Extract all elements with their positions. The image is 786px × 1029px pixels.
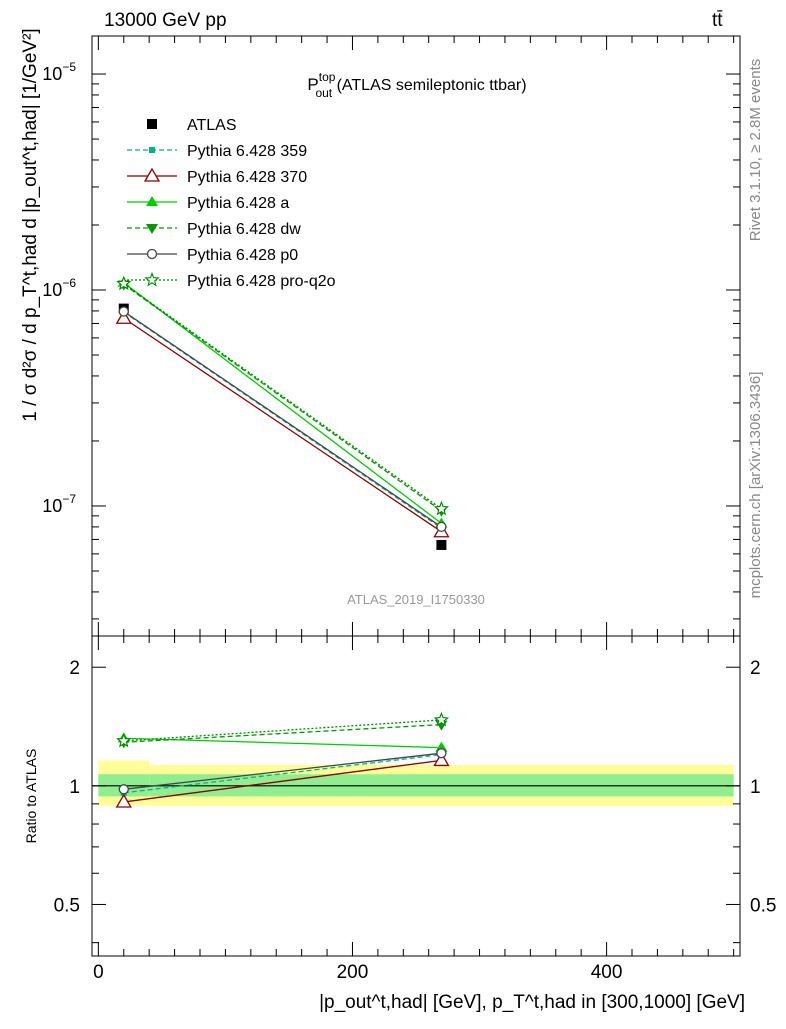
- legend-item-pdw: Pythia 6.428 dw: [127, 221, 301, 238]
- series-line-p370: [123, 317, 442, 533]
- legend-label: Pythia 6.428 pro-q2o: [187, 273, 336, 290]
- legend-marker: [146, 196, 158, 206]
- ratio-point-pq2o: [116, 732, 132, 748]
- ratio-point-p370: [433, 752, 450, 767]
- ratio-y-tick-label-left: 2: [69, 658, 80, 679]
- x-tick-label: 200: [337, 962, 369, 983]
- ratio-y-tick-label-right: 0.5: [750, 895, 776, 916]
- energy-label: 13000 GeV pp: [104, 10, 227, 31]
- legend-label: Pythia 6.428 370: [187, 169, 307, 186]
- plot-title-rest: (ATLAS semileptonic ttbar): [332, 77, 526, 94]
- plot-title-sup: top: [319, 70, 336, 84]
- legend-item-pq2o: Pythia 6.428 pro-q2o: [127, 271, 336, 290]
- legend-marker: [143, 167, 161, 182]
- ratio-series-pq2o: [116, 711, 450, 748]
- legend-item-p370: Pythia 6.428 370: [127, 167, 307, 186]
- ratio-y-tick-label-right: 1: [750, 777, 761, 798]
- legend-item-pp0: Pythia 6.428 p0: [127, 247, 298, 264]
- legend-marker: [144, 271, 160, 287]
- legend-marker: [147, 119, 157, 129]
- data-point-pp0: [118, 306, 129, 317]
- main-y-axis-label: 1 / σ d²σ / d p_T^t,had d |p_out^t,had| …: [20, 28, 41, 421]
- series-line-pq2o: [123, 283, 442, 510]
- main-panel: 10−5 10−6 10−7 ATLAS_2019_I1750330 Ptop out…: [20, 28, 741, 637]
- legend-label: Pythia 6.428 dw: [187, 221, 301, 238]
- ratio-series-pa: [117, 732, 448, 752]
- legend-item-p359: Pythia 6.428 359: [127, 143, 307, 160]
- x-axis-label-text: |p_out^t,had| [GeV], p_T^t,had in [300,1…: [319, 992, 745, 1013]
- series-line-pdw: [123, 283, 442, 512]
- ratio-y-tick-label-left: 0.5: [54, 895, 80, 916]
- plot-title-sub: out: [315, 86, 332, 100]
- series-atlas: [118, 303, 447, 550]
- legend-item-pa: Pythia 6.428 a: [127, 195, 289, 212]
- ratio-point-pq2o: [433, 711, 450, 727]
- ratio-line-pp0: [123, 752, 442, 790]
- rivet-label: Rivet 3.1.10, ≥ 2.8M events: [747, 59, 764, 242]
- ratio-frame: [91, 635, 741, 957]
- legend-label: Pythia 6.428 p0: [187, 247, 298, 264]
- main-series-group: [115, 275, 450, 550]
- ratio-y-tick-label-right: 2: [750, 658, 761, 679]
- ratio-line-pdw: [123, 723, 442, 743]
- series-pq2o: [116, 275, 450, 516]
- data-point-pq2o: [116, 275, 132, 291]
- legend-item-atlas: ATLAS: [147, 117, 237, 134]
- ratio-series-p370: [115, 752, 450, 808]
- series-line-pp0: [123, 310, 442, 528]
- legend-label: Pythia 6.428 a: [187, 195, 289, 212]
- ratio-series-pp0: [118, 748, 447, 795]
- ratio-line-p359: [123, 753, 442, 794]
- main-y-label-text: 1 / σ d²σ / d p_T^t,had d |p_out^t,had| …: [20, 28, 41, 421]
- x-tick-label: 0: [93, 962, 104, 983]
- data-point-atlas: [436, 539, 447, 550]
- legend-marker: [146, 224, 158, 234]
- y-tick-label: 10−7: [42, 492, 76, 516]
- ratio-point-pp0: [118, 784, 129, 795]
- ratio-uncertainty-bands: [92, 760, 740, 806]
- mcplots-label: mcplots.cern.ch [arXiv:1306.3436]: [747, 372, 764, 599]
- ratio-panel: 0.5 0.5 1 1 2 2 0 200 400 Ratio to ATLAS |p_out^…: [23, 635, 776, 1013]
- ratio-series-pdw: [117, 720, 448, 749]
- x-axis-label: |p_out^t,had| [GeV], p_T^t,had in [300,1…: [319, 992, 745, 1013]
- plot-title-main: P: [307, 75, 318, 94]
- legend-label: Pythia 6.428 359: [187, 143, 307, 160]
- y-tick-label: 10−5: [42, 60, 76, 84]
- ratio-axes: 0.5 0.5 1 1 2 2 0 200 400: [54, 635, 776, 983]
- legend-marker: [149, 147, 155, 153]
- ratio-point-p370: [115, 793, 132, 808]
- ratio-line-p370: [123, 759, 442, 803]
- legend-marker: [146, 248, 158, 260]
- ratio-line-pa: [123, 737, 442, 749]
- legend-label: ATLAS: [187, 117, 237, 134]
- data-point-pp0: [436, 521, 447, 533]
- ratio-y-axis-label: Ratio to ATLAS: [23, 749, 39, 844]
- ratio-point-pp0: [436, 748, 447, 759]
- y-tick-label: 10−6: [42, 276, 76, 300]
- ratio-series-group: [115, 711, 450, 808]
- data-point-p370: [115, 309, 132, 324]
- ratio-line-pq2o: [123, 719, 442, 742]
- ratio-y-tick-label-left: 1: [69, 777, 80, 798]
- x-tick-label: 400: [591, 962, 623, 983]
- data-point-pq2o: [433, 500, 450, 516]
- series-pp0: [118, 306, 447, 533]
- series-p370: [115, 309, 450, 538]
- process-label: tt̄: [712, 10, 723, 31]
- main-axes: 10−5 10−6 10−7: [42, 35, 741, 637]
- plot-title: Ptop out (ATLAS semileptonic ttbar): [307, 70, 526, 100]
- analysis-watermark: ATLAS_2019_I1750330: [347, 592, 485, 607]
- legend: ATLAS Pythia 6.428 359 Pythia 6.428 370 Pyt…: [127, 117, 336, 290]
